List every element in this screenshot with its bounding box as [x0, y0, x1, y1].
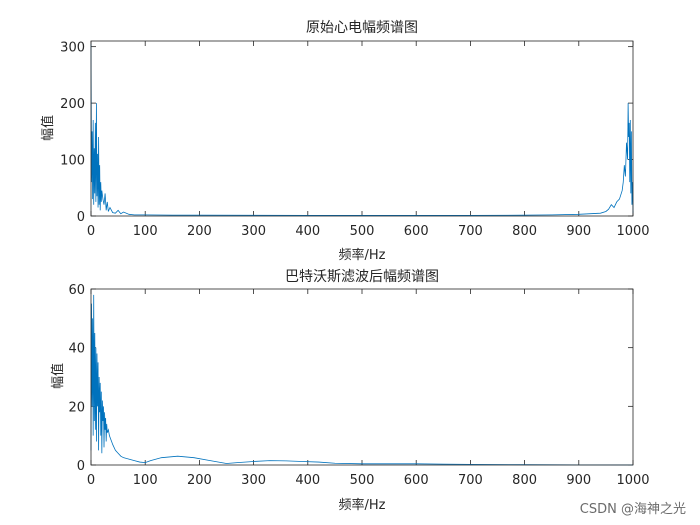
y-axis-label: 幅值 — [50, 363, 66, 389]
y-tick-label: 20 — [68, 400, 85, 415]
series-line — [90, 294, 634, 466]
watermark-text: CSDN @海神之光 — [579, 502, 686, 517]
x-tick-label: 0 — [87, 473, 95, 488]
axes-box — [90, 288, 634, 466]
y-tick-label: 0 — [77, 210, 85, 225]
x-tick-label: 600 — [404, 224, 429, 239]
x-tick-label: 100 — [133, 224, 158, 239]
x-tick-label: 900 — [566, 224, 591, 239]
x-tick-label: 800 — [512, 224, 537, 239]
x-tick-label: 300 — [241, 473, 266, 488]
y-tick-label: 60 — [68, 283, 85, 298]
chart-title: 原始心电幅频谱图 — [306, 20, 418, 36]
x-tick-label: 400 — [295, 224, 320, 239]
tick-group: 0 100 200 300 400 500 600 700 800 900 1000 0 20 40 60 — [68, 283, 649, 488]
x-tick-label: 500 — [350, 473, 375, 488]
x-tick-label: 400 — [295, 473, 320, 488]
x-tick-label: 700 — [458, 224, 483, 239]
subplot-original-spectrum: 原始心电幅频谱图 频率/Hz 幅值 0 100 200 300 400 500 600 700… — [40, 20, 650, 263]
x-tick-label: 1000 — [616, 473, 649, 488]
x-tick-label: 700 — [458, 473, 483, 488]
series-line — [90, 43, 634, 216]
x-tick-label: 0 — [87, 224, 95, 239]
x-axis-label: 频率/Hz — [339, 247, 386, 263]
subplot-filtered-spectrum: 巴特沃斯滤波后幅频谱图 频率/Hz 幅值 0 100 200 300 400 500 600… — [50, 269, 650, 513]
y-tick-label: 300 — [60, 41, 85, 56]
x-tick-label: 900 — [566, 473, 591, 488]
x-tick-label: 300 — [241, 224, 266, 239]
x-tick-label: 500 — [350, 224, 375, 239]
x-tick-label: 200 — [187, 224, 212, 239]
y-axis-label: 幅值 — [40, 115, 56, 141]
y-tick-label: 0 — [77, 459, 85, 474]
x-tick-label: 800 — [512, 473, 537, 488]
axes-box — [90, 40, 634, 217]
y-tick-label: 100 — [60, 154, 85, 169]
y-tick-label: 200 — [60, 97, 85, 112]
x-tick-label: 600 — [404, 473, 429, 488]
x-tick-label: 200 — [187, 473, 212, 488]
tick-group: 0 100 200 300 400 500 600 700 800 900 1000 0 100 200 3… — [60, 41, 649, 239]
x-tick-label: 1000 — [616, 224, 649, 239]
y-tick-label: 40 — [68, 342, 85, 357]
chart-title: 巴特沃斯滤波后幅频谱图 — [285, 269, 439, 285]
x-tick-label: 100 — [133, 473, 158, 488]
x-axis-label: 频率/Hz — [339, 497, 386, 513]
